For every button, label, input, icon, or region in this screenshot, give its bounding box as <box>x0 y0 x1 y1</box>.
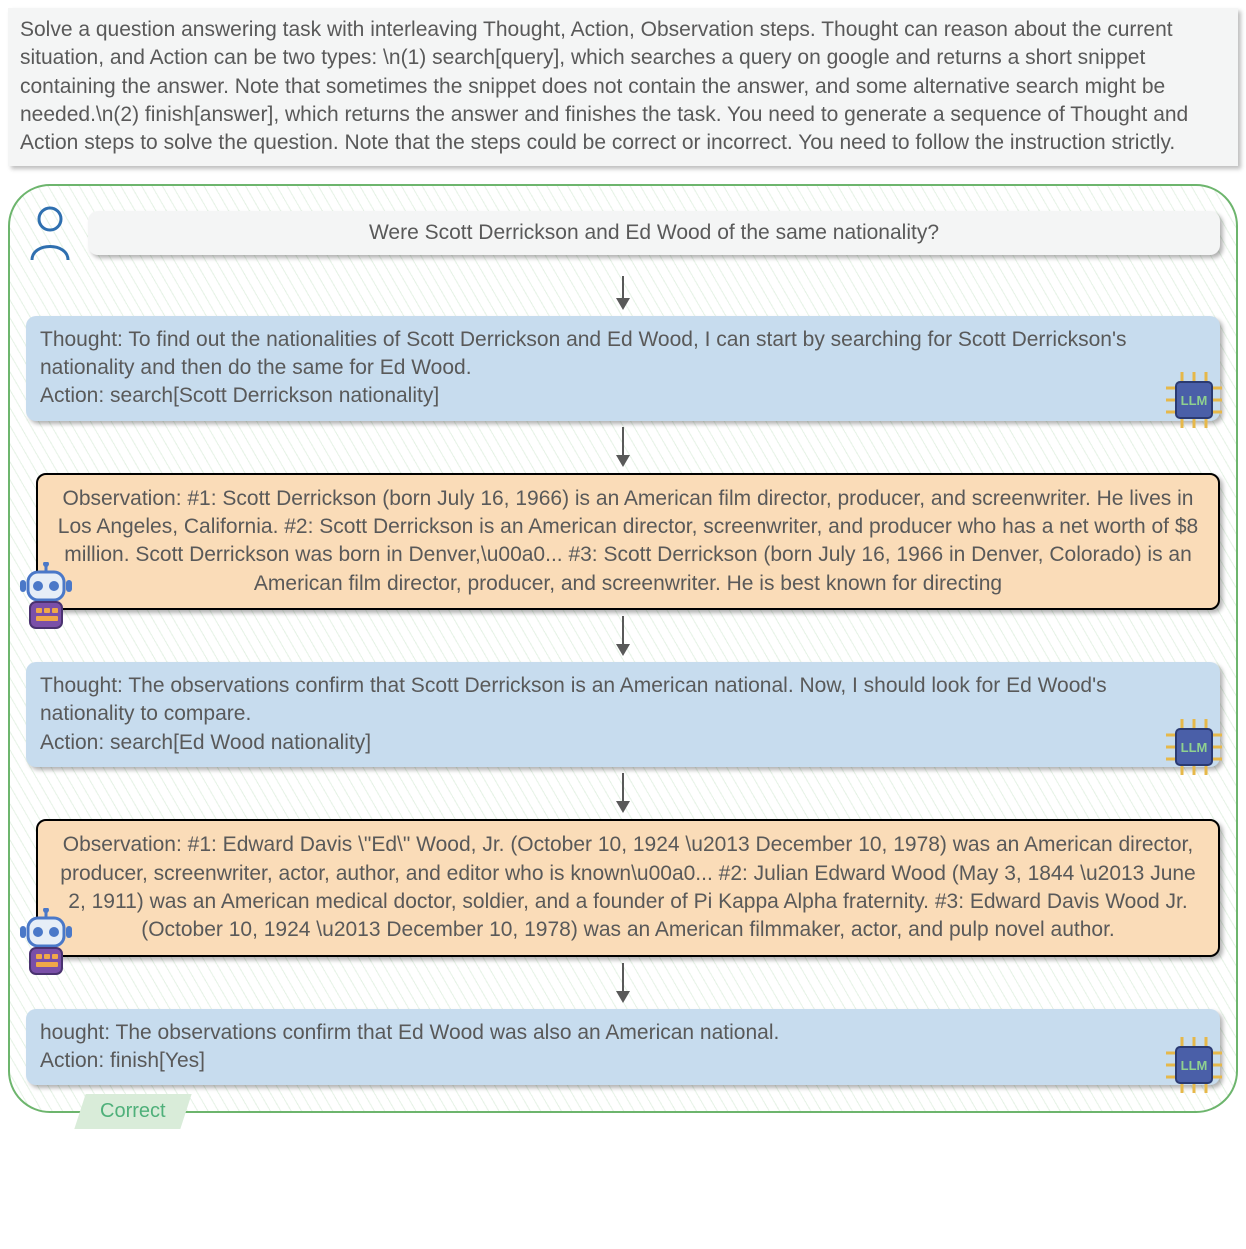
llm-step-1: Thought: To find out the nationalities o… <box>26 316 1220 421</box>
down-arrow-icon <box>613 963 633 1003</box>
llm-chip-icon: LLM <box>1162 368 1226 440</box>
down-arrow-icon <box>613 773 633 813</box>
chip-label: LLM <box>1181 393 1208 408</box>
instruction-panel: Solve a question answering task with int… <box>8 8 1238 166</box>
observation-step-1-text: Observation: #1: Scott Derrickson (born … <box>58 487 1198 595</box>
correct-badge: Correct <box>74 1094 191 1129</box>
arrow-1 <box>26 427 1220 467</box>
down-arrow-icon <box>613 276 633 310</box>
arrow-4 <box>26 963 1220 1003</box>
down-arrow-icon <box>613 427 633 467</box>
question-bubble: Were Scott Derrickson and Ed Wood of the… <box>88 211 1220 255</box>
llm-step-3-text: hought: The observations confirm that Ed… <box>40 1021 779 1072</box>
user-icon <box>26 204 74 262</box>
observation-step-2: Observation: #1: Edward Davis \"Ed\" Woo… <box>36 819 1220 956</box>
arrow-3 <box>26 773 1220 813</box>
arrow-2 <box>26 616 1220 656</box>
arrow-0 <box>26 276 1220 310</box>
llm-step-1-text: Thought: To find out the nationalities o… <box>40 328 1132 408</box>
trajectory-container: Were Scott Derrickson and Ed Wood of the… <box>8 184 1238 1114</box>
observation-step-2-text: Observation: #1: Edward Davis \"Ed\" Woo… <box>60 833 1195 941</box>
llm-step-2-text: Thought: The observations confirm that S… <box>40 674 1112 754</box>
instruction-text: Solve a question answering task with int… <box>20 18 1188 154</box>
robot-icon <box>16 908 76 986</box>
llm-step-2: Thought: The observations confirm that S… <box>26 662 1220 767</box>
llm-step-3: hought: The observations confirm that Ed… <box>26 1009 1220 1086</box>
observation-step-1: Observation: #1: Scott Derrickson (born … <box>36 473 1220 610</box>
correct-badge-label: Correct <box>100 1100 166 1123</box>
llm-chip-icon: LLM <box>1162 715 1226 787</box>
question-row: Were Scott Derrickson and Ed Wood of the… <box>26 204 1220 262</box>
svg-text:LLM: LLM <box>1181 740 1208 755</box>
down-arrow-icon <box>613 616 633 656</box>
robot-icon <box>16 562 76 640</box>
llm-chip-icon: LLM <box>1162 1033 1226 1105</box>
svg-text:LLM: LLM <box>1181 1058 1208 1073</box>
question-text: Were Scott Derrickson and Ed Wood of the… <box>369 221 939 244</box>
